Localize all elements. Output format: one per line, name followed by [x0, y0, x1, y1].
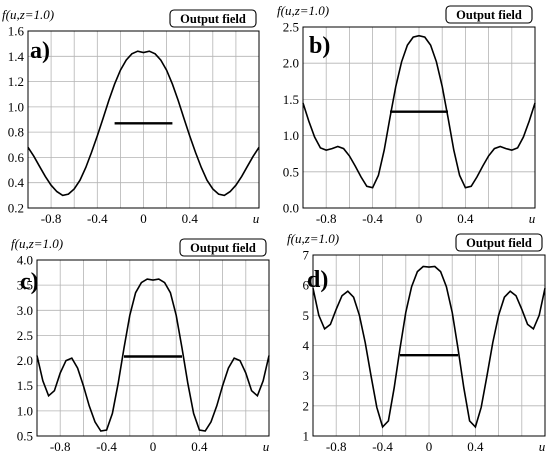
- x-axis-label: u: [539, 439, 546, 454]
- panel-d: 1 2 3 4 5 6 7 -0.8 -0.4 0 0.4 u f(u,z=1.0) d) Output f…: [287, 231, 546, 454]
- field-curve: [27, 50, 260, 197]
- y-tick-label: 1.6: [8, 24, 25, 39]
- x-tick-label: -0.4: [362, 211, 383, 226]
- y-axis-label: f(u,z=1.0): [277, 3, 329, 18]
- panel-letter: b): [309, 33, 330, 59]
- y-tick-label: 1.5: [17, 378, 33, 393]
- plot-frame: [36, 259, 270, 437]
- field-curve: [302, 34, 536, 189]
- output-field-badge-label: Output field: [466, 236, 532, 250]
- y-tick-label: 1.4: [8, 49, 25, 64]
- x-tick-label: -0.4: [372, 439, 393, 454]
- y-tick-label: 2: [303, 398, 310, 413]
- y-tick-label: 6: [303, 278, 310, 293]
- y-tick-label: 0.4: [8, 175, 25, 190]
- plot-frame: [27, 30, 260, 209]
- output-field-badge-label: Output field: [180, 12, 246, 26]
- y-tick-label: 1.0: [8, 99, 24, 114]
- x-tick-label: 0: [426, 439, 433, 454]
- y-tick-label: 1.0: [283, 128, 299, 143]
- y-tick-label: 0.5: [17, 429, 33, 444]
- y-tick-label: 0.2: [8, 201, 24, 216]
- panel-letter: a): [30, 38, 50, 64]
- y-axis-label: f(u,z=1.0): [2, 7, 54, 22]
- panel-letter: d): [307, 267, 328, 293]
- output-field-badge: [179, 238, 267, 257]
- y-axis-label: f(u,z=1.0): [287, 231, 339, 246]
- y-tick-label: 1.5: [283, 92, 299, 107]
- output-field-badge-label: Output field: [456, 8, 522, 22]
- y-tick-label: 3: [303, 368, 310, 383]
- y-tick-label: 5: [303, 308, 310, 323]
- x-tick-label: -0.4: [87, 211, 108, 226]
- y-tick-label: 3.5: [17, 278, 33, 293]
- x-tick-label: 0: [150, 439, 157, 454]
- x-tick-label: 0.4: [191, 439, 208, 454]
- plot-frame: [312, 254, 546, 437]
- field-curve: [312, 265, 546, 429]
- y-tick-label: 0.8: [8, 125, 24, 140]
- x-tick-label: -0.8: [50, 439, 71, 454]
- y-tick-label: 0.6: [8, 150, 25, 165]
- x-axis-label: u: [529, 211, 536, 226]
- x-tick-label: 0.4: [467, 439, 484, 454]
- output-field-badge-label: Output field: [190, 241, 256, 255]
- output-field-badge: [169, 9, 257, 28]
- y-tick-label: 0.5: [283, 164, 299, 179]
- y-tick-label: 4: [303, 338, 310, 353]
- y-tick-label: 2.5: [283, 20, 299, 35]
- y-tick-label: 1: [303, 429, 310, 444]
- y-tick-label: 1.0: [17, 403, 33, 418]
- x-tick-label: 0: [416, 211, 423, 226]
- panel-c: 0.5 1.0 1.5 2.0 2.5 3.0 3.5 4.0 -0.8 -0.4 0 0.4 u f(u…: [11, 236, 270, 454]
- panel-b: 0.0 0.5 1.0 1.5 2.0 2.5 -0.8 -0.4 0 0.4 u f(u,z=1.0…: [277, 3, 536, 226]
- x-tick-label: -0.4: [96, 439, 117, 454]
- x-tick-label: 0.4: [457, 211, 474, 226]
- x-tick-label: -0.8: [41, 211, 62, 226]
- plot-frame: [302, 26, 536, 209]
- x-tick-label: -0.8: [316, 211, 337, 226]
- output-field-badge: [455, 233, 543, 252]
- y-tick-label: 2.0: [17, 353, 33, 368]
- y-tick-label: 3.0: [17, 303, 33, 318]
- x-tick-label: -0.8: [326, 439, 347, 454]
- y-tick-label: 2.5: [17, 328, 33, 343]
- y-tick-label: 2.0: [283, 56, 299, 71]
- y-tick-label: 7: [303, 248, 310, 263]
- y-tick-label: 0.0: [283, 201, 299, 216]
- panel-letter: c): [20, 269, 39, 295]
- output-field-badge: [445, 5, 533, 24]
- field-curve: [36, 278, 270, 432]
- y-axis-label: f(u,z=1.0): [11, 236, 63, 251]
- y-tick-label: 1.2: [8, 74, 24, 89]
- y-tick-label: 4.0: [17, 253, 33, 268]
- x-tick-label: 0.4: [182, 211, 199, 226]
- x-axis-label: u: [253, 211, 260, 226]
- x-axis-label: u: [263, 439, 270, 454]
- x-tick-label: 0: [140, 211, 147, 226]
- panel-a: 0.2 0.4 0.6 0.8 1.0 1.2 1.4 1.6 -0.8 -0.4 0 0.4 u f(u…: [2, 7, 260, 226]
